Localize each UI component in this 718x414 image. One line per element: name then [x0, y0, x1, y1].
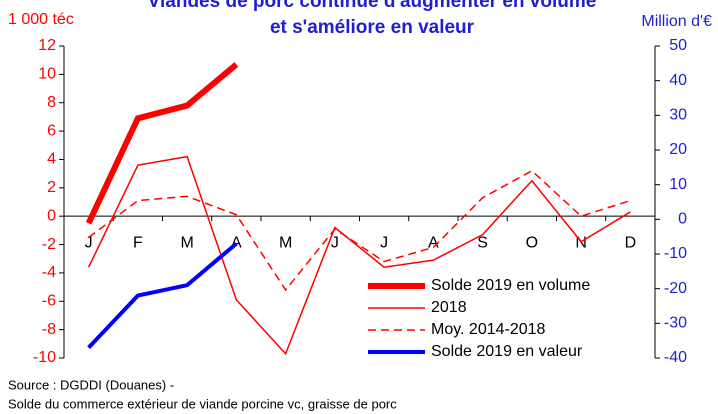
x-tick-label: M — [279, 234, 292, 251]
series-line — [87, 155, 631, 356]
y2-tick-label: 50 — [669, 37, 687, 54]
y2-tick-label: -40 — [664, 349, 687, 366]
y2-tick-label: -20 — [664, 280, 687, 297]
chart-subtitle: et s'améliore en valeur — [270, 17, 475, 38]
series-line — [87, 242, 238, 349]
x-tick-label: O — [526, 234, 538, 251]
y2-tick-label: 20 — [669, 141, 687, 158]
y2-tick-label: -30 — [664, 315, 687, 332]
series-line — [88, 169, 631, 292]
legend-label: Solde 2019 en volume — [431, 277, 590, 294]
y2-tick-label: 10 — [669, 176, 687, 193]
y-tick-label: -8 — [42, 321, 56, 338]
y-tick-label: 0 — [47, 207, 56, 224]
y-tick-label: 10 — [38, 66, 56, 83]
y-axis-label: 1 000 téc — [8, 11, 74, 28]
x-tick-label: N — [575, 234, 587, 251]
y-tick-label: 12 — [38, 37, 56, 54]
series-line — [85, 62, 239, 225]
x-tick-label: A — [231, 234, 242, 251]
source: Source : DGDDI (Douanes) - — [8, 377, 174, 392]
legend-bg — [360, 341, 650, 363]
y-tick-label: 8 — [47, 94, 56, 111]
x-tick-label: D — [625, 234, 637, 251]
x-tick-label: J — [380, 234, 388, 251]
legend-label: Solde 2019 en valeur — [431, 343, 583, 360]
legend-bg — [360, 275, 650, 297]
x-tick-label: J — [331, 234, 339, 251]
y-tick-label: 4 — [47, 151, 56, 168]
y2-tick-label: 0 — [678, 211, 687, 228]
legend-bg — [360, 297, 650, 319]
legend-label: Moy. 2014-2018 — [431, 321, 546, 338]
y-tick-label: 2 — [47, 179, 56, 196]
legend-label: 2018 — [431, 299, 467, 316]
y-tick-label: -4 — [42, 264, 56, 281]
x-tick-label: S — [477, 234, 488, 251]
x-tick-label: F — [133, 234, 143, 251]
y-tick-label: -2 — [42, 236, 56, 253]
y-tick-label: 6 — [47, 122, 56, 139]
y-tick-label: -6 — [42, 292, 56, 309]
x-tick-label: M — [180, 234, 193, 251]
legend-bg — [360, 319, 650, 341]
chart-title: Viandes de porc continue d'augmenter en … — [148, 0, 597, 12]
y2-tick-label: 40 — [669, 72, 687, 89]
x-tick-label: A — [428, 234, 439, 251]
y2-tick-label: 30 — [669, 107, 687, 124]
note: Solde du commerce extérieur de viande po… — [8, 396, 397, 411]
y2-axis-label: Million d'€ — [641, 13, 712, 30]
y2-tick-label: -10 — [664, 245, 687, 262]
y-tick-label: -10 — [33, 349, 56, 366]
x-tick-label: J — [85, 234, 93, 251]
